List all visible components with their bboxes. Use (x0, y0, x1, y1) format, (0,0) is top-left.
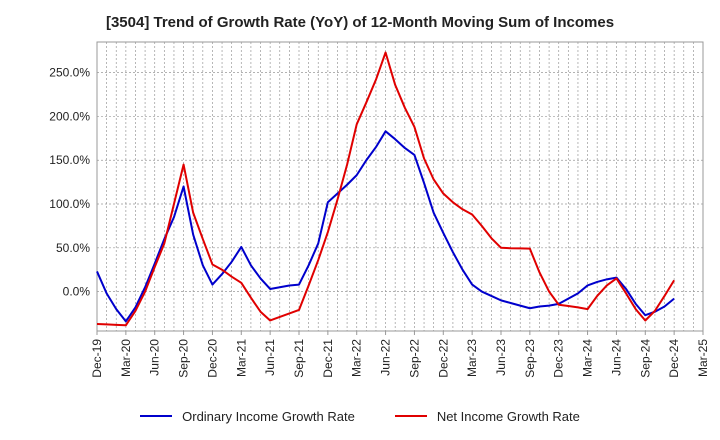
legend-label-net: Net Income Growth Rate (436, 408, 580, 424)
y-tick-label: 50.0% (56, 241, 90, 255)
x-tick-label: Mar-22 (350, 339, 364, 377)
x-tick-label: Sep-22 (407, 339, 421, 378)
net-income-growth-line (96, 51, 675, 327)
x-tick-label: Mar-24 (581, 339, 595, 377)
legend-item-net: Net Income Growth Rate (394, 408, 580, 424)
x-tick-label: Dec-21 (321, 339, 335, 378)
x-tick-label: Sep-24 (638, 339, 652, 378)
x-tick-label: Mar-20 (119, 339, 133, 377)
legend-label-ordinary: Ordinary Income Growth Rate (182, 408, 355, 424)
legend-swatch-ordinary (140, 415, 173, 417)
x-tick-label: Jun-20 (148, 339, 162, 376)
y-tick-label: 0.0% (63, 285, 91, 299)
x-tick-label: Dec-19 (90, 339, 104, 378)
x-tick-label: Dec-23 (552, 339, 566, 378)
ordinary-income-growth-line (96, 130, 675, 323)
x-tick-label: Sep-21 (292, 339, 306, 378)
x-tick-label: Dec-20 (205, 339, 219, 378)
chart-legend: Ordinary Income Growth Rate Net Income G… (0, 404, 720, 428)
x-tick-label: Dec-22 (436, 339, 450, 378)
x-tick-label: Mar-23 (465, 339, 479, 377)
x-tick-label: Jun-22 (379, 339, 393, 376)
x-tick-label: Sep-20 (177, 339, 191, 378)
x-tick-label: Jun-21 (263, 339, 277, 376)
x-tick-label: Mar-21 (234, 339, 248, 377)
plot-area (96, 41, 704, 332)
x-tick-label: Dec-24 (667, 339, 681, 378)
legend-item-ordinary: Ordinary Income Growth Rate (140, 409, 355, 424)
legend-swatch-net (394, 415, 427, 417)
y-tick-label: 200.0% (49, 109, 90, 123)
y-tick-label: 250.0% (49, 66, 90, 80)
y-tick-label: 100.0% (49, 197, 90, 211)
x-tick-label: Mar-25 (696, 339, 710, 377)
chart-title: [3504] Trend of Growth Rate (YoY) of 12-… (105, 14, 615, 31)
x-tick-label: Sep-23 (523, 339, 537, 378)
x-tick-label: Jun-24 (609, 339, 623, 376)
x-tick-label: Jun-23 (494, 339, 508, 376)
y-tick-label: 150.0% (49, 153, 90, 167)
